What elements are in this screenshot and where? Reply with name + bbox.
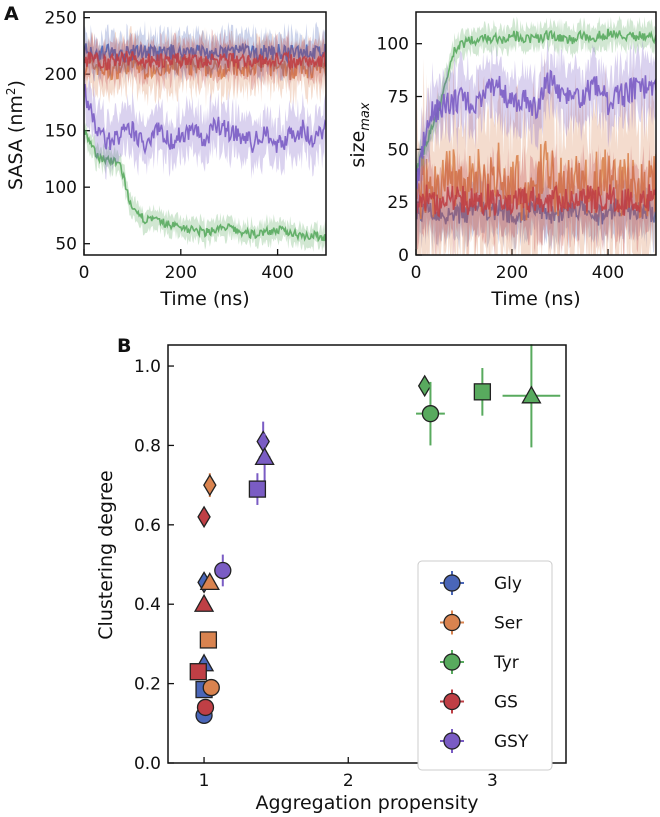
point-ser-square bbox=[199, 631, 218, 649]
point-ser-triangle bbox=[199, 572, 220, 591]
point-ser-diamond bbox=[203, 473, 217, 497]
sizemax-line-gsy bbox=[416, 69, 656, 190]
legend-label-tyr: Tyr bbox=[493, 653, 519, 673]
sasa-line-gly bbox=[84, 43, 326, 65]
sizemax-plot: 0 200 400 0 25 50 75 100 bbox=[377, 11, 657, 283]
legend-label-gsy: GSY bbox=[494, 732, 529, 752]
point-gsy-triangle bbox=[254, 447, 275, 465]
sizemax-ytick-label: 0 bbox=[398, 246, 409, 266]
point-gsy-circle bbox=[214, 561, 232, 580]
point-ser-circle bbox=[202, 678, 220, 697]
sizemax-line-tyr bbox=[416, 28, 656, 172]
sizemax-ytick-label: 75 bbox=[387, 88, 409, 108]
sizemax-ylabel-main: size bbox=[347, 131, 369, 168]
legend-label-gly: Gly bbox=[494, 574, 522, 594]
clustering-xlabel: Aggregation propensity bbox=[255, 792, 478, 814]
sizemax-ytick-label: 25 bbox=[387, 193, 409, 213]
point-gs-circle bbox=[196, 698, 215, 717]
sizemax-ytick-label: 50 bbox=[387, 140, 409, 160]
sasa-xtick-label: 0 bbox=[79, 263, 90, 283]
clustering-ytick-label: 0.2 bbox=[134, 675, 161, 695]
panel-label-a: A bbox=[4, 3, 19, 25]
sasa-band-tyr bbox=[84, 119, 326, 253]
point-gs-triangle bbox=[193, 593, 215, 612]
sasa-ylabel: SASA (nm2) bbox=[4, 80, 27, 190]
sizemax-band-gs bbox=[416, 141, 656, 255]
point-gsy-square bbox=[248, 480, 267, 498]
point-gs-diamond bbox=[197, 505, 211, 529]
sasa-line-gs bbox=[84, 50, 326, 71]
legend-box bbox=[417, 560, 553, 771]
legend: Gly Ser Tyr GS GSY bbox=[417, 560, 553, 771]
point-gs-square bbox=[189, 663, 207, 681]
sizemax-xtick-label: 200 bbox=[496, 263, 528, 283]
sizemax-line-ser bbox=[416, 140, 656, 221]
clustering-ylabel: Clustering degree bbox=[95, 470, 117, 639]
clustering-ytick-label: 0.0 bbox=[134, 754, 161, 774]
legend-marker-gs bbox=[443, 692, 461, 711]
sasa-xtick-label: 400 bbox=[261, 263, 293, 283]
sasa-ytick-label: 50 bbox=[55, 235, 77, 255]
sasa-line-gsy bbox=[84, 83, 326, 156]
sasa-traces bbox=[84, 20, 326, 253]
sizemax-ylabel-sub: max bbox=[358, 102, 373, 131]
sizemax-xtick-label: 0 bbox=[411, 263, 422, 283]
sizemax-line-gs bbox=[416, 183, 656, 218]
sasa-ylabel-main: SASA (nm bbox=[5, 95, 27, 190]
sasa-ylabel-end: ) bbox=[5, 80, 27, 87]
point-tyr-square bbox=[473, 383, 492, 401]
point-gsy-diamond bbox=[256, 430, 270, 453]
point-tyr-triangle bbox=[521, 385, 542, 404]
point-tyr-diamond bbox=[417, 374, 432, 398]
sasa-plot: 0 200 400 50 100 150 200 250 bbox=[45, 9, 327, 283]
legend-entry-tyr: Tyr bbox=[440, 650, 519, 674]
sasa-line-tyr bbox=[84, 129, 326, 243]
legend-entry-gly: Gly bbox=[440, 571, 522, 595]
sizemax-traces bbox=[416, 15, 656, 255]
sasa-xtick-label: 200 bbox=[165, 263, 197, 283]
clustering-ytick-label: 0.8 bbox=[134, 436, 161, 456]
legend-marker-ser bbox=[443, 613, 461, 632]
legend-marker-tyr bbox=[443, 653, 461, 671]
legend-entry-ser: Ser bbox=[440, 610, 522, 635]
clustering-ytick-label: 1.0 bbox=[134, 357, 161, 377]
sasa-ytick-label: 250 bbox=[45, 9, 77, 29]
clustering-frame bbox=[167, 344, 567, 764]
sizemax-ylabel: sizemax bbox=[347, 102, 373, 167]
clustering-plot: 1 2 3 0.0 0.2 0.4 0.6 0.8 1.0 Gly Ser Tyr GS GSY bbox=[134, 344, 567, 791]
sasa-ytick-label: 200 bbox=[45, 65, 77, 85]
clustering-xtick-label: 1 bbox=[199, 771, 210, 791]
sizemax-xtick-label: 400 bbox=[592, 263, 624, 283]
legend-label-ser: Ser bbox=[494, 614, 522, 634]
legend-marker-gly bbox=[443, 574, 461, 592]
sizemax-ytick-label: 100 bbox=[377, 35, 409, 55]
clustering-xtick-label: 3 bbox=[487, 771, 498, 791]
clustering-xtick-label: 2 bbox=[343, 771, 354, 791]
sizemax-xlabel: Time (ns) bbox=[490, 288, 580, 310]
legend-marker-gsy bbox=[443, 732, 461, 750]
sasa-ytick-label: 150 bbox=[45, 122, 77, 142]
sasa-xlabel: Time (ns) bbox=[159, 288, 249, 310]
point-tyr-circle bbox=[421, 405, 440, 423]
legend-entry-gsy: GSY bbox=[440, 729, 529, 753]
panel-label-b: B bbox=[117, 335, 131, 357]
clustering-ytick-label: 0.6 bbox=[134, 516, 161, 536]
clustering-ytick-label: 0.4 bbox=[134, 595, 161, 615]
sasa-frame bbox=[83, 11, 327, 256]
sasa-ylabel-sup: 2 bbox=[4, 87, 18, 95]
sizemax-frame bbox=[415, 11, 657, 256]
sasa-ytick-label: 100 bbox=[45, 178, 77, 198]
legend-entry-gs: GS bbox=[440, 689, 518, 714]
sizemax-band-tyr bbox=[416, 15, 656, 182]
legend-label-gs: GS bbox=[494, 693, 518, 713]
